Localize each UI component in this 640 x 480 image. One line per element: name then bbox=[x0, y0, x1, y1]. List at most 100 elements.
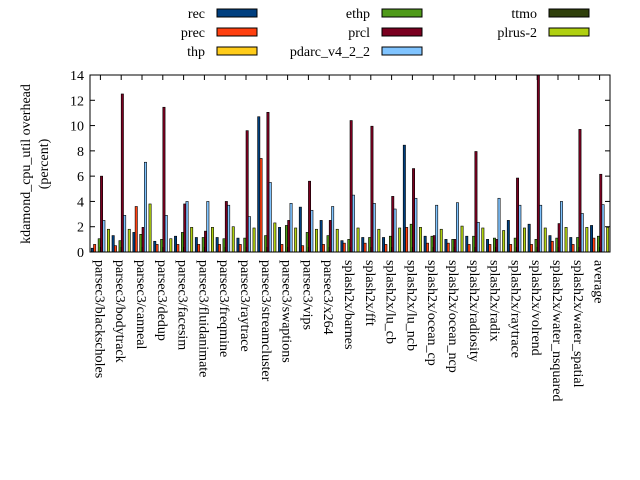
bar-rec-7 bbox=[236, 237, 240, 253]
bar-prcl-15 bbox=[412, 168, 415, 253]
bar-pdarc_v4_2_2-19 bbox=[497, 197, 501, 253]
bar-prec-17 bbox=[446, 242, 450, 253]
legend-label: pdarc_v4_2_2 bbox=[290, 45, 370, 60]
bar-rec-21 bbox=[527, 223, 531, 253]
legend-label: prec bbox=[181, 26, 205, 41]
bar-pdarc_v4_2_2-12 bbox=[351, 194, 355, 253]
bar-prec-16 bbox=[425, 242, 429, 253]
bar-plrus-2-24 bbox=[606, 227, 610, 253]
legend-swatch bbox=[548, 8, 590, 18]
bar-pdarc_v4_2_2-3 bbox=[164, 215, 168, 253]
legend-swatch bbox=[216, 27, 258, 37]
bar-pdarc_v4_2_2-8 bbox=[268, 182, 272, 253]
x-tick-label: parsec3/raytrace bbox=[237, 260, 252, 352]
x-tick-label: splash2x/water_nsquared bbox=[549, 260, 564, 402]
bar-prec-20 bbox=[509, 244, 513, 253]
bar-pdarc_v4_2_2-20 bbox=[518, 204, 522, 253]
x-tick-label: parsec3/vips bbox=[299, 260, 314, 330]
y-axis-label-line2: (percent) bbox=[37, 138, 52, 189]
bar-pdarc_v4_2_2-2 bbox=[144, 161, 147, 253]
bar-prec-18 bbox=[467, 244, 471, 253]
x-tick-label: splash2x/ocean_ncp bbox=[445, 260, 460, 373]
bar-prec-10 bbox=[301, 245, 305, 253]
bar-pdarc_v4_2_2-21 bbox=[539, 204, 543, 253]
bar-plrus-2-14 bbox=[398, 227, 402, 253]
y-axis-label-line1: kdamond_cpu_util overhead bbox=[19, 84, 34, 244]
x-tick-label: splash2x/barnes bbox=[341, 260, 356, 349]
x-tick-label: splash2x/lu_cb bbox=[383, 260, 398, 344]
x-tick-label: parsec3/dedup bbox=[154, 260, 169, 341]
bar-prec-15 bbox=[405, 227, 409, 253]
bar-rec-18 bbox=[465, 235, 469, 253]
bar-prec-23 bbox=[571, 244, 575, 253]
bar-rec-0 bbox=[90, 247, 94, 253]
bar-prec-12 bbox=[342, 242, 346, 253]
bar-prcl-3 bbox=[162, 106, 166, 253]
bar-plrus-2-12 bbox=[356, 227, 360, 253]
x-tick-label: parsec3/canneal bbox=[133, 260, 148, 349]
legend-swatch bbox=[381, 8, 423, 18]
x-tick-label: splash2x/radiosity bbox=[466, 260, 481, 362]
x-tick-label: splash2x/water_spatial bbox=[570, 260, 585, 388]
bar-prec-9 bbox=[280, 244, 284, 253]
bar-prcl-1 bbox=[120, 93, 124, 253]
bar-rec-10 bbox=[298, 206, 302, 253]
x-tick-label: splash2x/volrend bbox=[528, 260, 543, 356]
bars bbox=[90, 74, 610, 253]
bar-plrus-2-4 bbox=[190, 227, 194, 253]
x-tick-label: average bbox=[591, 260, 606, 304]
y-tick-label: 6 bbox=[77, 170, 84, 185]
bar-plrus-2-3 bbox=[169, 238, 173, 253]
x-tick-label: parsec3/x264 bbox=[320, 260, 335, 335]
legend-swatch bbox=[381, 27, 423, 37]
x-tick-label: parsec3/swaptions bbox=[279, 260, 294, 363]
bar-prcl-14 bbox=[391, 196, 395, 253]
bar-pdarc_v4_2_2-6 bbox=[227, 204, 231, 253]
bar-prcl-13 bbox=[370, 125, 374, 253]
y-axis-label: kdamond_cpu_util overhead (percent) bbox=[19, 84, 52, 244]
bar-prcl-10 bbox=[308, 180, 311, 253]
bar-rec-5 bbox=[194, 237, 198, 253]
bar-plrus-2-17 bbox=[460, 225, 464, 253]
bar-rec-17 bbox=[444, 239, 448, 253]
bar-plrus-2-7 bbox=[252, 227, 256, 253]
bar-prcl-6 bbox=[224, 201, 228, 253]
bar-prcl-23 bbox=[578, 129, 582, 253]
bar-plrus-2-22 bbox=[564, 227, 568, 253]
bar-plrus-2-23 bbox=[585, 227, 589, 253]
bar-plrus-2-11 bbox=[335, 228, 339, 253]
y-axis: 0 2 4 6 8 10 12 14 bbox=[70, 69, 610, 261]
bar-plrus-2-2 bbox=[148, 203, 152, 253]
legend-item-prcl: prcl bbox=[348, 26, 423, 41]
x-tick-label: splash2x/lu_ncb bbox=[403, 260, 418, 351]
bar-plrus-2-1 bbox=[127, 228, 131, 253]
bar-pdarc_v4_2_2-17 bbox=[455, 202, 459, 253]
bar-plrus-2-15 bbox=[418, 227, 422, 253]
bar-rec-23 bbox=[569, 237, 573, 253]
bar-rec-11 bbox=[319, 220, 323, 253]
x-axis: parsec3/blackscholes parsec3/bodytrack par… bbox=[91, 75, 606, 402]
legend-item-plrus-2: plrus-2 bbox=[497, 26, 590, 41]
bar-plrus-2-10 bbox=[314, 228, 318, 253]
bar-prec-11 bbox=[321, 244, 325, 253]
legend-label: ethp bbox=[346, 7, 370, 22]
legend: rec prec thp ethp prcl pdarc_v4_2_2 ttmo plrus-… bbox=[181, 7, 590, 60]
bar-prcl-0 bbox=[100, 175, 104, 253]
bar-plrus-2-13 bbox=[377, 228, 381, 253]
bar-pdarc_v4_2_2-11 bbox=[331, 206, 335, 253]
x-tick-label: parsec3/facesim bbox=[175, 260, 190, 350]
bar-pdarc_v4_2_2-22 bbox=[559, 201, 563, 253]
bar-plrus-2-20 bbox=[522, 227, 526, 253]
bar-plrus-2-16 bbox=[439, 228, 443, 253]
bar-prec-13 bbox=[363, 242, 367, 253]
y-tick-label: 12 bbox=[70, 94, 84, 109]
bar-pdarc_v4_2_2-16 bbox=[435, 204, 439, 253]
bar-prec-21 bbox=[529, 244, 533, 253]
bar-pdarc_v4_2_2-24 bbox=[601, 204, 605, 253]
bar-prec-14 bbox=[384, 244, 388, 253]
x-tick-label: parsec3/bodytrack bbox=[112, 260, 127, 363]
legend-item-rec: rec bbox=[188, 7, 258, 22]
x-tick-label: parsec3/blackscholes bbox=[91, 260, 106, 378]
y-tick-label: 10 bbox=[70, 120, 84, 135]
